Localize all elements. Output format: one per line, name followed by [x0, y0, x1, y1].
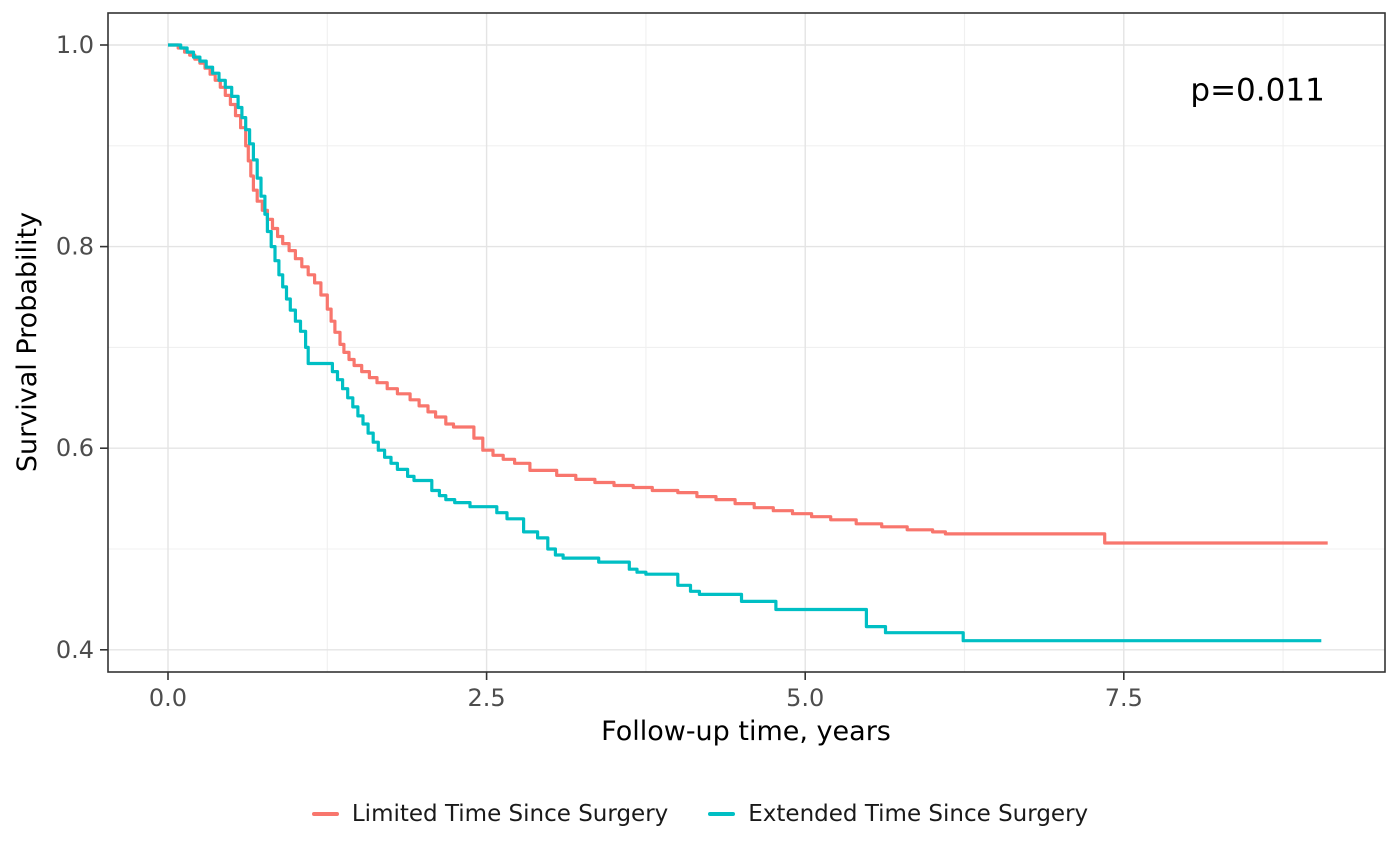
y-tick-label: 1.0 [56, 31, 94, 59]
p-value-annotation: p=0.011 [1190, 72, 1324, 108]
legend-label-limited: Limited Time Since Surgery [351, 801, 669, 827]
y-tick-label: 0.8 [56, 233, 94, 261]
axis-ticks [100, 44, 1125, 680]
legend-line-swatch-extended [708, 812, 736, 816]
major-gridlines [108, 13, 1385, 672]
x-tick-label: 2.5 [468, 684, 506, 712]
legend-label-extended: Extended Time Since Surgery [748, 801, 1089, 827]
legend-item-extended: Extended Time Since Surgery [708, 801, 1088, 827]
survival-curve-extended [168, 43, 1322, 643]
panel-border [107, 12, 1386, 673]
survival-curve-limited [168, 43, 1328, 545]
axis-tick-labels: 0.0 2.5 5.0 7.5 0.4 0.6 0.8 1.0 [56, 31, 1143, 712]
y-tick-label: 0.6 [56, 434, 94, 462]
x-tick-label: 7.5 [1105, 684, 1143, 712]
legend-item-limited: Limited Time Since Surgery [311, 801, 669, 827]
x-tick-label: 0.0 [149, 684, 187, 712]
y-tick-label: 0.4 [56, 636, 94, 664]
minor-gridlines [108, 13, 1385, 672]
legend-line-swatch-limited [311, 812, 339, 816]
legend: Limited Time Since Surgery Extended Time… [0, 762, 1400, 866]
y-axis-title: Survival Probability [12, 212, 43, 472]
x-axis-title: Follow-up time, years [601, 716, 891, 747]
survival-curves [168, 43, 1328, 643]
survival-plot: 0.0 2.5 5.0 7.5 0.4 0.6 0.8 1.0 p=0.011 Follow-… [12, 12, 1386, 747]
x-tick-label: 5.0 [786, 684, 824, 712]
